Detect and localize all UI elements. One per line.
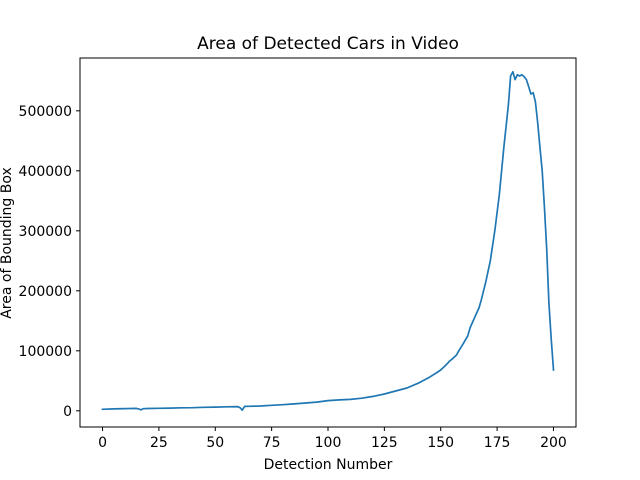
series-line (101, 70, 555, 411)
x-tick-label: 100 (315, 435, 342, 451)
x-tick-label: 75 (263, 435, 281, 451)
x-tick-label: 125 (371, 435, 398, 451)
y-axis-label: Area of Bounding Box (0, 167, 15, 319)
x-tick-label: 25 (150, 435, 168, 451)
y-tick-label: 100000 (19, 344, 72, 360)
x-tick-label: 0 (98, 435, 107, 451)
x-tick-label: 150 (427, 435, 454, 451)
y-tick-label: 500000 (19, 104, 72, 120)
x-tick-label: 50 (206, 435, 224, 451)
chart-title: Area of Detected Cars in Video (197, 34, 459, 54)
y-tick-label: 0 (63, 404, 72, 420)
x-axis-label: Detection Number (264, 457, 393, 473)
x-tick-label: 200 (540, 435, 567, 451)
plot-area (101, 70, 555, 411)
x-axis: 0 25 50 75 100 125 150 175 200 (98, 427, 567, 451)
y-tick-label: 400000 (19, 164, 72, 180)
y-tick-label: 300000 (19, 224, 72, 240)
y-axis: 0 100000 200000 300000 400000 500000 (19, 104, 80, 420)
y-tick-label: 200000 (19, 284, 72, 300)
x-tick-label: 175 (484, 435, 511, 451)
plot-frame (79, 57, 577, 428)
